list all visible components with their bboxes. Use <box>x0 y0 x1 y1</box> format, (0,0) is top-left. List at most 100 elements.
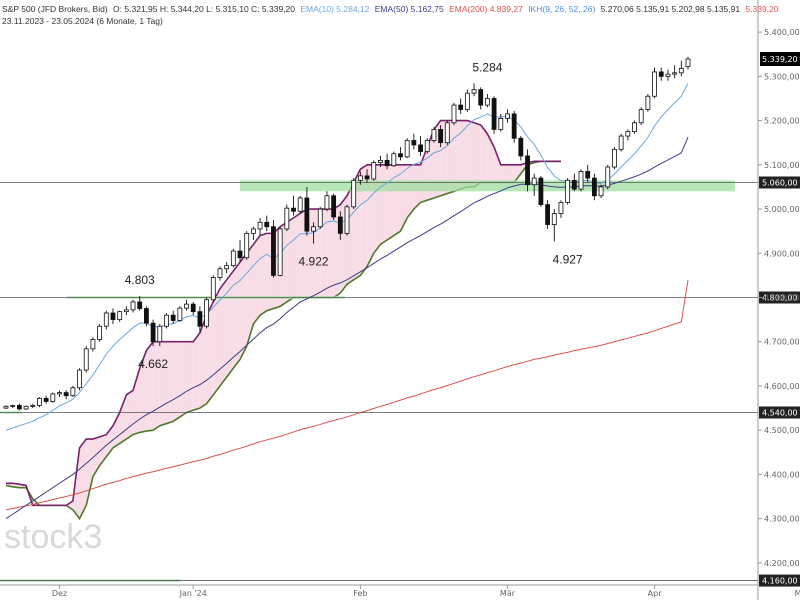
level-price-box <box>759 176 800 189</box>
candle-body <box>478 89 484 106</box>
candle-body <box>612 148 617 168</box>
candle-body <box>43 397 49 402</box>
candle-body <box>411 140 417 146</box>
ema10-legend[interactable]: EMA(10) 5.284,12 <box>300 4 370 14</box>
last-price-box <box>760 52 800 67</box>
price-tick-label: 4.500,00 <box>764 426 800 435</box>
candle-body <box>605 166 611 188</box>
candle-body <box>204 299 209 327</box>
candle-body <box>170 314 176 321</box>
candle-body <box>264 221 270 228</box>
candle-body <box>505 113 510 119</box>
candle-body <box>471 89 477 94</box>
cloud-segment <box>380 164 388 245</box>
senkou-span-b <box>6 119 561 507</box>
candle-body <box>538 177 544 206</box>
ikh-values: 5.270,06 5.135,91 5.202,98 5.135,91 <box>600 4 741 14</box>
candle-body <box>485 98 490 106</box>
cloud-segment <box>453 120 461 192</box>
candle-body <box>491 98 497 130</box>
cloud-segment <box>293 213 301 298</box>
price-annotation: 4.927 <box>553 252 583 266</box>
candle-body <box>371 162 377 180</box>
candle-body <box>418 144 423 152</box>
candle-body <box>678 67 684 74</box>
candle-body <box>498 117 504 130</box>
cloud-segment <box>514 164 521 183</box>
candle-body <box>224 265 230 270</box>
ikh-legend[interactable]: IKH(9, 26, 52, 26) <box>528 4 596 14</box>
candle-body <box>645 95 651 110</box>
time-tick-label: Apr <box>648 589 663 598</box>
candle-body <box>63 392 69 397</box>
candle-body <box>511 113 517 139</box>
price-axis[interactable]: 4.200,00 4.300,00 4.400,00 4.500,00 4.600,00… <box>757 0 800 600</box>
candle-body <box>184 303 189 309</box>
candle-body <box>638 109 644 124</box>
price-tick-label: 5.400,00 <box>764 28 800 37</box>
candles[interactable] <box>3 56 691 411</box>
candle-body <box>244 232 250 259</box>
price-tick-label: 5.300,00 <box>764 72 800 81</box>
cloud-segment <box>126 390 134 440</box>
candle-body <box>103 312 109 327</box>
ema50-legend[interactable]: EMA(50) 5.162,75 <box>374 4 444 14</box>
candle-body <box>291 207 296 212</box>
candle-body <box>558 202 564 214</box>
horizontal-levels[interactable]: 5.060,00 4.800,00 4.540,00 4.160,00 <box>0 176 800 587</box>
candle-body <box>297 197 303 212</box>
candle-body <box>217 268 223 278</box>
candle-body <box>324 195 330 210</box>
cloud-segment <box>326 209 334 298</box>
candle-body <box>384 159 390 167</box>
cloud-segment <box>233 262 241 369</box>
last-price-label: 5.339,20 <box>762 55 798 64</box>
candle-body <box>257 221 263 230</box>
candle-body <box>331 195 337 218</box>
candle-body <box>130 301 136 311</box>
price-tick-label: 4.300,00 <box>764 515 800 524</box>
candle-body <box>545 204 550 225</box>
candle-body <box>277 228 283 276</box>
candle-body <box>344 206 350 234</box>
cloud-segment <box>320 209 327 298</box>
candle-body <box>57 392 62 395</box>
candle-body <box>23 405 29 410</box>
candle-body <box>123 309 129 313</box>
candle-body <box>444 122 450 144</box>
cloud-segment <box>246 244 254 347</box>
price-tick-label: 4.400,00 <box>764 470 800 479</box>
candle-body <box>10 405 16 407</box>
candle-body <box>551 213 557 225</box>
level-price-box <box>759 406 800 419</box>
watermark: stock3 <box>4 518 102 556</box>
candle-body <box>16 405 22 410</box>
level-price-box <box>759 574 800 587</box>
price-tick-label: 4.800,00 <box>764 294 800 303</box>
cloud-segment <box>367 164 374 267</box>
candle-body <box>77 369 82 389</box>
ema200-legend[interactable]: EMA(200) 4.839,27 <box>449 4 523 14</box>
price-tick-label: 4.200,00 <box>764 559 800 568</box>
candle-body <box>351 179 357 208</box>
cloud-segment <box>173 341 180 422</box>
candle-body <box>284 207 290 230</box>
cloud-segment <box>494 147 501 183</box>
cloud-segment <box>480 125 488 183</box>
candle-body <box>357 175 363 181</box>
cloud-segment <box>387 164 394 240</box>
candle-body <box>177 307 183 321</box>
candle-body <box>164 314 169 327</box>
cloud-segment <box>467 120 475 187</box>
time-axis[interactable]: Dez Jan '24 Feb Mär Apr Mai <box>0 584 800 598</box>
candle-body <box>190 303 196 313</box>
candle-body <box>578 171 584 190</box>
candle-body <box>144 308 149 324</box>
ohlc-readout: O: 5.321,95 H: 5.344,20 L: 5.315,10 C: 5… <box>113 4 295 14</box>
cloud-segment <box>199 315 207 409</box>
cloud-segment <box>507 164 515 183</box>
candle-body <box>237 250 243 259</box>
cloud-segment <box>159 341 167 426</box>
candle-body <box>117 311 123 321</box>
